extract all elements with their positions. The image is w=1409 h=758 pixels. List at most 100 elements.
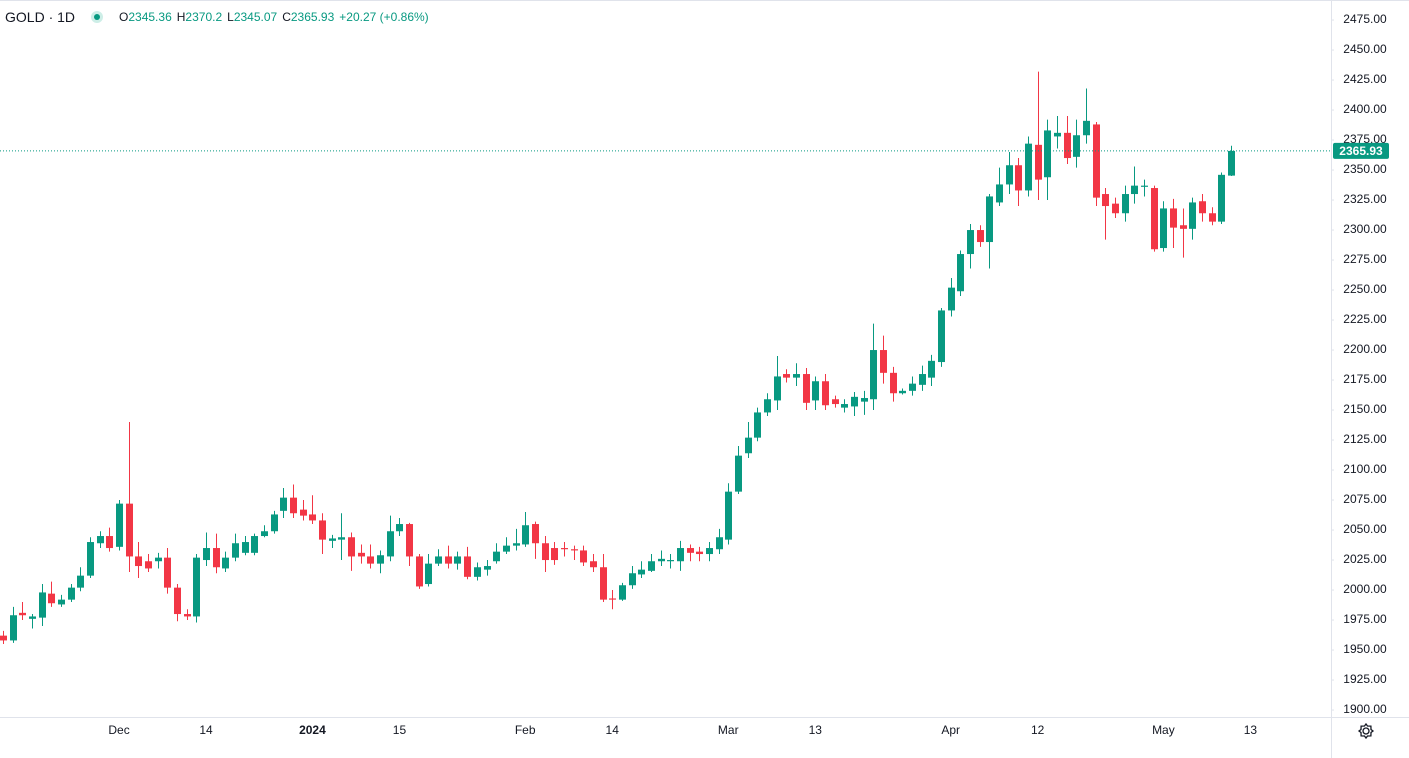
candle-body [445, 556, 452, 564]
candle-body [358, 552, 365, 557]
candle-body [571, 549, 578, 551]
candle-body [261, 531, 268, 537]
x-tick-label: 15 [393, 723, 407, 737]
high-label: H [176, 10, 186, 24]
candle-body [338, 537, 345, 540]
x-tick-label: Apr [941, 723, 960, 737]
y-tick-label: 2400.00 [1343, 102, 1387, 116]
x-tick-label: May [1152, 723, 1175, 737]
candle-body [986, 196, 993, 243]
candle-body [10, 615, 17, 641]
y-tick-label: 2225.00 [1343, 312, 1387, 326]
candle-body [851, 396, 858, 407]
candle-body [213, 548, 220, 568]
candle-body [1093, 124, 1100, 198]
candle-body [164, 557, 171, 588]
candle-body [1006, 165, 1013, 185]
y-tick-label: 2325.00 [1343, 192, 1387, 206]
candle-body [503, 545, 510, 552]
x-tick-label: Feb [515, 723, 536, 737]
candle-body [1102, 194, 1109, 207]
candle-body [812, 381, 819, 401]
y-tick-label: 2200.00 [1343, 342, 1387, 356]
x-tick-label: Mar [718, 723, 739, 737]
settings-icon-hub [1362, 727, 1370, 735]
close-value: 2365.93 [290, 10, 335, 24]
x-tick-label: 12 [1031, 723, 1045, 737]
candle-body [1199, 201, 1206, 214]
candle-body [155, 557, 162, 562]
candle-body [68, 587, 75, 600]
candle-body [1141, 185, 1148, 187]
candle-body [619, 585, 626, 600]
y-tick-label: 1950.00 [1343, 642, 1387, 656]
candle-body [145, 561, 152, 569]
candle-body [242, 542, 249, 553]
candle-body [928, 360, 935, 378]
candle-body [658, 558, 665, 562]
candle-body [677, 548, 684, 562]
settings-icon-gear [1357, 722, 1375, 740]
candle-body [696, 551, 703, 555]
candle-body [648, 561, 655, 571]
candle-body [716, 537, 723, 550]
candle-body [1112, 203, 1119, 214]
y-tick-label: 2300.00 [1343, 222, 1387, 236]
candle-body [271, 514, 278, 532]
x-tick-label: 14 [199, 723, 213, 737]
candle-body [909, 383, 916, 391]
candle-body [300, 509, 307, 516]
candle-body [77, 575, 84, 588]
candle-body [87, 542, 94, 576]
candle-body [822, 381, 829, 406]
candle-body [725, 491, 732, 540]
candle-body [542, 543, 549, 561]
candle-body [116, 503, 123, 547]
candle-body [1122, 194, 1129, 214]
y-tick-label: 2350.00 [1343, 162, 1387, 176]
y-tick-label: 1925.00 [1343, 672, 1387, 686]
candle-body [919, 374, 926, 385]
x-tick-label: 13 [809, 723, 823, 737]
candle-body [754, 412, 761, 438]
symbol: GOLD · 1D [5, 9, 76, 25]
candle-body [203, 548, 210, 561]
candle-body [890, 372, 897, 394]
candle-body [1015, 165, 1022, 191]
candle-body [1131, 185, 1138, 195]
y-tick-label: 2050.00 [1343, 522, 1387, 536]
candle-body [803, 374, 810, 403]
y-tick-label: 2000.00 [1343, 582, 1387, 596]
high-value: 2370.2 [185, 10, 223, 24]
candle-body [513, 543, 520, 546]
y-tick-label: 1900.00 [1343, 702, 1387, 716]
candle-body [329, 538, 336, 541]
settings-icon[interactable] [1357, 722, 1375, 740]
candle-body [435, 556, 442, 564]
candle-body [532, 524, 539, 544]
candle-body [745, 437, 752, 454]
open-label: O [119, 10, 129, 24]
candle-body [232, 543, 239, 558]
candle-body [280, 497, 287, 511]
candle-body [348, 537, 355, 557]
candle-body [1160, 208, 1167, 249]
candle-body [174, 587, 181, 615]
candle-body [551, 548, 558, 561]
candle-body [377, 555, 384, 564]
candle-body [367, 556, 374, 564]
y-tick-label: 2075.00 [1343, 492, 1387, 506]
candle-body [561, 548, 568, 550]
candle-body [454, 556, 461, 564]
candle-body [1073, 135, 1080, 157]
low-value: 2345.07 [233, 10, 278, 24]
candle-body [1035, 144, 1042, 180]
candle-body [967, 230, 974, 255]
y-tick-label: 2375.00 [1343, 132, 1387, 146]
candle-body [783, 374, 790, 378]
market-status[interactable] [91, 11, 104, 23]
candle-body [58, 599, 65, 605]
low-label: L [227, 10, 234, 24]
